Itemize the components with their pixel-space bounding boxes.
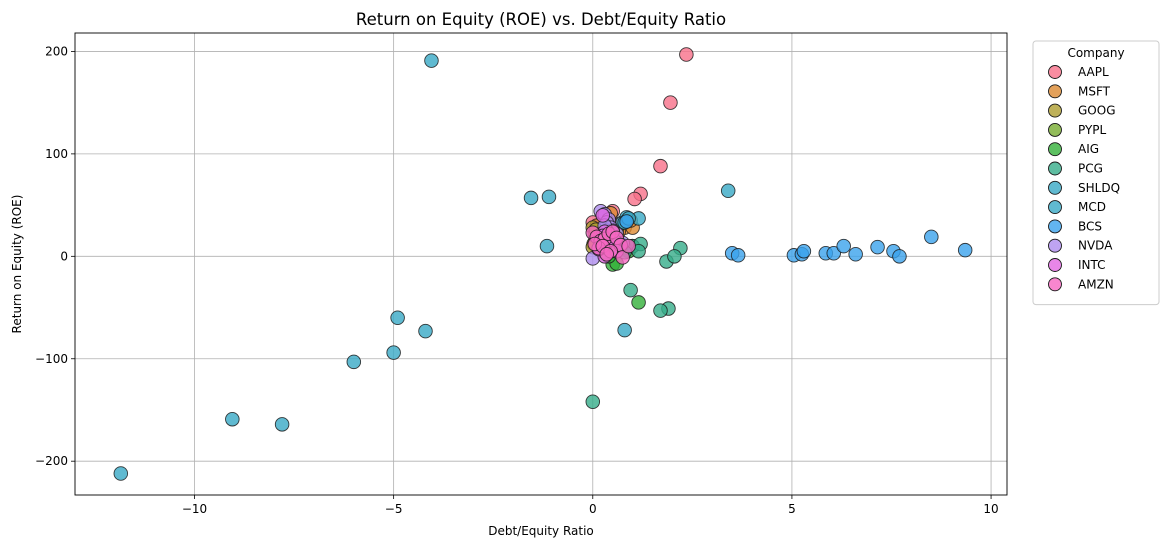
data-point xyxy=(730,248,746,263)
data-point xyxy=(892,249,907,264)
x-tick-label: 10 xyxy=(983,502,998,516)
data-point xyxy=(870,239,885,255)
legend-label: NVDA xyxy=(1078,239,1113,253)
legend-items: AAPL MSFT GOOG PYPL AIG PCG SHLDQ MCD BCS NVDA INT… xyxy=(1048,65,1120,292)
legend-marker xyxy=(1048,258,1062,272)
legend-label: MSFT xyxy=(1078,84,1111,98)
legend-label: SHLDQ xyxy=(1078,181,1120,195)
data-point xyxy=(585,394,601,410)
legend-label: PCG xyxy=(1078,162,1103,176)
data-point xyxy=(424,53,439,68)
legend-marker xyxy=(1048,238,1062,253)
legend-label: PYPL xyxy=(1078,123,1107,137)
data-point xyxy=(346,354,362,370)
data-point xyxy=(667,249,682,264)
data-point xyxy=(653,303,668,318)
data-point xyxy=(274,417,290,432)
data-point xyxy=(113,466,129,481)
data-point xyxy=(418,323,433,339)
data-point xyxy=(653,158,668,174)
data-point xyxy=(615,250,630,265)
axis-ticks: −10 −5 0 5 10 −200 −100 0 100 200 xyxy=(35,44,999,516)
x-tick-label: 0 xyxy=(589,502,597,516)
series-amzn xyxy=(585,224,636,265)
series-bcs xyxy=(619,214,973,264)
legend-item-mcd: MCD xyxy=(1048,200,1106,215)
legend-item-shldq: SHLDQ xyxy=(1048,180,1120,195)
data-point xyxy=(836,238,851,254)
legend-marker xyxy=(1048,65,1062,79)
legend: Company AAPL MSFT GOOG PYPL AIG PCG SHLDQ MCD BC… xyxy=(1032,40,1160,306)
data-point xyxy=(539,238,555,254)
legend-marker xyxy=(1048,103,1062,118)
x-axis-label: Debt/Equity Ratio xyxy=(488,524,594,538)
data-point xyxy=(826,245,841,261)
data-point xyxy=(848,247,863,262)
y-tick-label: −100 xyxy=(35,352,68,366)
legend-label: AIG xyxy=(1078,142,1099,156)
legend-marker xyxy=(1048,122,1062,137)
data-point xyxy=(599,247,614,262)
data-point xyxy=(631,295,646,310)
data-point xyxy=(679,47,694,62)
legend-marker xyxy=(1048,200,1062,215)
legend-item-msft: MSFT xyxy=(1048,84,1111,99)
legend-item-aig: AIG xyxy=(1048,142,1099,157)
data-point xyxy=(617,322,632,338)
y-tick-label: 100 xyxy=(45,147,68,161)
legend-box xyxy=(1032,40,1160,306)
legend-label: GOOG xyxy=(1078,104,1116,118)
legend-label: INTC xyxy=(1078,258,1106,272)
legend-item-nvda: NVDA xyxy=(1048,238,1113,253)
legend-marker xyxy=(1048,180,1062,195)
legend-item-goog: GOOG xyxy=(1048,103,1116,118)
data-point xyxy=(663,95,678,110)
legend-marker xyxy=(1048,161,1062,176)
legend-item-pypl: PYPL xyxy=(1048,122,1107,137)
data-point xyxy=(621,238,636,254)
legend-marker xyxy=(1048,84,1062,99)
data-point xyxy=(541,189,557,205)
data-point xyxy=(595,208,610,223)
data-point xyxy=(619,214,634,229)
data-point xyxy=(796,243,812,259)
data-point xyxy=(720,183,736,199)
data-point xyxy=(390,310,405,326)
data-point xyxy=(623,282,638,298)
x-tick-label: 5 xyxy=(788,502,796,516)
legend-item-aapl: AAPL xyxy=(1048,65,1109,79)
chart-title: Return on Equity (ROE) vs. Debt/Equity R… xyxy=(356,10,726,29)
legend-item-pcg: PCG xyxy=(1048,161,1103,176)
data-point xyxy=(627,191,642,207)
data-point xyxy=(523,190,539,206)
legend-item-intc: INTC xyxy=(1048,258,1106,272)
x-tick-label: −5 xyxy=(385,502,403,516)
y-tick-label: 200 xyxy=(45,44,68,58)
legend-item-bcs: BCS xyxy=(1048,219,1102,234)
x-tick-label: −10 xyxy=(182,502,207,516)
data-point xyxy=(924,229,939,245)
legend-label: AAPL xyxy=(1078,65,1109,79)
legend-label: MCD xyxy=(1078,200,1106,214)
data-point xyxy=(386,345,401,360)
legend-title: Company xyxy=(1067,46,1124,60)
data-point xyxy=(957,242,973,258)
legend-label: BCS xyxy=(1078,219,1102,233)
grid-lines xyxy=(75,33,1007,495)
legend-marker xyxy=(1048,277,1062,292)
legend-item-amzn: AMZN xyxy=(1048,277,1114,292)
legend-marker xyxy=(1048,219,1062,234)
y-tick-label: 0 xyxy=(60,249,68,263)
plot-frame xyxy=(74,32,1008,496)
series-shldq xyxy=(113,53,634,481)
legend-label: AMZN xyxy=(1078,277,1114,291)
y-axis-label: Return on Equity (ROE) xyxy=(10,195,24,334)
data-points xyxy=(113,47,973,481)
legend-marker xyxy=(1048,142,1062,157)
series-pcg xyxy=(585,236,688,410)
data-point xyxy=(225,411,240,427)
y-tick-label: −200 xyxy=(35,454,68,468)
